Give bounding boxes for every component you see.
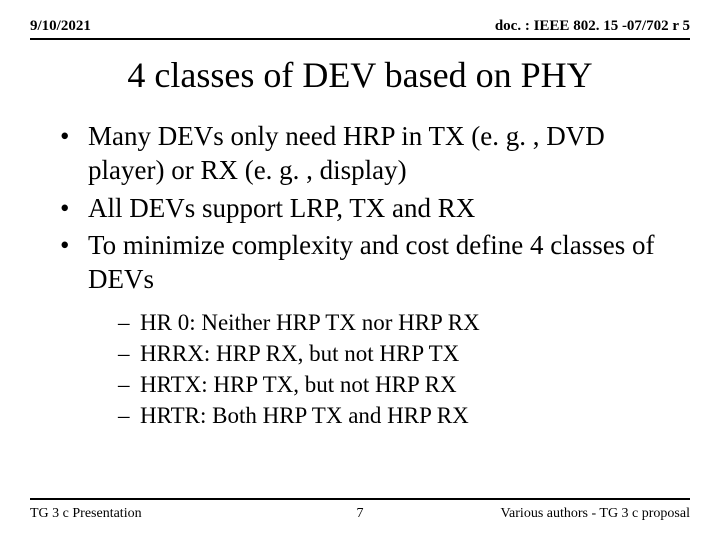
header-row: 9/10/2021 doc. : IEEE 802. 15 -07/702 r … [30, 18, 690, 35]
header-date: 9/10/2021 [30, 18, 91, 35]
footer-row: TG 3 c Presentation 7 Various authors - … [30, 506, 690, 522]
header-rule [30, 38, 690, 40]
footer-page-number: 7 [30, 506, 690, 522]
bullet-item: Many DEVs only need HRP in TX (e. g. , D… [60, 120, 680, 188]
subbullet-item: HRTR: Both HRP TX and HRP RX [118, 400, 680, 431]
bullet-item: To minimize complexity and cost define 4… [60, 229, 680, 431]
subbullet-item: HRTX: HRP TX, but not HRP RX [118, 369, 680, 400]
bullet-list: Many DEVs only need HRP in TX (e. g. , D… [60, 120, 680, 431]
header-doc-id: doc. : IEEE 802. 15 -07/702 r 5 [495, 18, 690, 35]
footer-rule [30, 498, 690, 500]
bullet-item: All DEVs support LRP, TX and RX [60, 192, 680, 226]
slide-body: Many DEVs only need HRP in TX (e. g. , D… [60, 120, 680, 435]
subbullet-item: HR 0: Neither HRP TX nor HRP RX [118, 307, 680, 338]
subbullet-list: HR 0: Neither HRP TX nor HRP RX HRRX: HR… [88, 307, 680, 431]
bullet-text: To minimize complexity and cost define 4… [88, 230, 654, 294]
slide: 9/10/2021 doc. : IEEE 802. 15 -07/702 r … [0, 0, 720, 540]
slide-title: 4 classes of DEV based on PHY [0, 54, 720, 96]
subbullet-item: HRRX: HRP RX, but not HRP TX [118, 338, 680, 369]
